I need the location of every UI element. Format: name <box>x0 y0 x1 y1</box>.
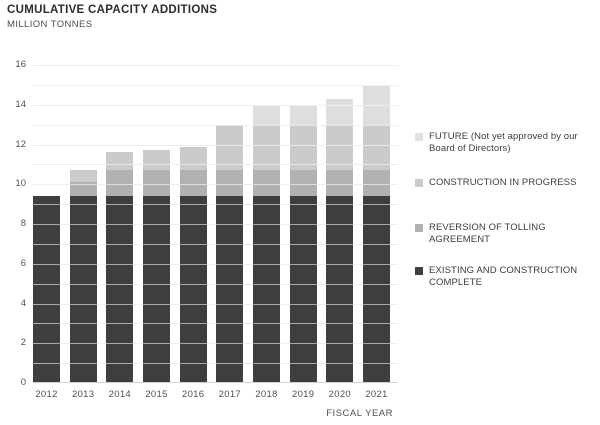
bar-2012 <box>33 65 60 383</box>
y-tick-label: 12 <box>15 138 26 150</box>
legend-swatch-existing-icon <box>415 267 423 275</box>
chart-subtitle: MILLION TONNES <box>7 19 93 30</box>
gridline-overlay <box>33 343 398 345</box>
x-tick-label: 2020 <box>328 389 351 400</box>
bar-segment-reversion <box>69 182 97 197</box>
legend-label-construction: CONSTRUCTION IN PROGRESS <box>429 177 577 188</box>
bar-segment-reversion <box>289 170 317 197</box>
legend-item-future: FUTURE (Not yet approved by our Board of… <box>415 131 593 155</box>
bar-segment-construction <box>253 124 280 171</box>
y-tick-label: 0 <box>20 377 26 388</box>
bar-segment-existing <box>69 196 97 383</box>
legend-swatch-future-icon <box>415 133 423 141</box>
bar-segment-existing <box>326 196 354 383</box>
gridline-overlay <box>33 144 398 146</box>
bar-segment-construction <box>69 170 97 183</box>
x-tick-label: 2014 <box>108 389 131 400</box>
bar-segment-reversion <box>253 170 280 197</box>
gridline-overlay <box>33 303 398 305</box>
bar-segment-existing <box>216 196 244 383</box>
bar-2021 <box>363 65 390 383</box>
bar-2015 <box>143 65 170 383</box>
bar-segment-reversion <box>216 170 244 197</box>
bar-2014 <box>106 65 134 383</box>
plot-area <box>33 65 398 383</box>
legend-label-reversion: REVERSION OF TOLLING AGREEMENT <box>429 222 546 245</box>
y-axis-labels: 0 2 4 6 8 10 12 14 16 <box>0 60 26 388</box>
gridline-overlay <box>33 65 398 66</box>
gridline-overlay <box>33 204 398 206</box>
bar-segment-construction <box>326 124 354 171</box>
chart-title: CUMULATIVE CAPACITY ADDITIONS <box>7 4 218 16</box>
gridline-overlay <box>33 124 398 126</box>
x-tick-label: 2018 <box>255 389 278 400</box>
legend-item-construction: CONSTRUCTION IN PROGRESS <box>415 177 577 189</box>
bar-segment-existing <box>363 196 390 383</box>
x-axis-labels: 2012 2013 2014 2015 2016 2017 2018 2019 2020 2021 <box>33 389 398 403</box>
bar-segment-existing <box>106 196 134 383</box>
legend-label-future: FUTURE (Not yet approved by our Board of… <box>429 131 578 154</box>
bar-segment-construction <box>289 124 317 171</box>
x-tick-label: 2021 <box>365 389 388 400</box>
bar-segment-reversion <box>179 170 207 197</box>
legend-swatch-reversion-icon <box>415 224 423 232</box>
x-axis-title: FISCAL YEAR <box>326 408 393 419</box>
bar-segment-reversion <box>106 170 134 197</box>
bar-2017 <box>216 65 244 383</box>
bar-segment-existing <box>143 196 170 383</box>
y-tick-label: 10 <box>15 178 26 190</box>
gridline-overlay <box>33 184 398 186</box>
y-tick-label: 16 <box>15 59 26 70</box>
gridline-overlay <box>33 283 398 285</box>
bar-2020 <box>326 65 354 383</box>
bar-2013 <box>69 65 97 383</box>
legend-item-existing: EXISTING AND CONSTRUCTION COMPLETE <box>415 265 593 289</box>
bar-segment-future <box>326 98 354 125</box>
x-tick-label: 2019 <box>291 389 315 400</box>
bar-segment-existing <box>179 196 207 383</box>
y-tick-label: 14 <box>15 98 26 110</box>
bar-segment-construction <box>106 152 134 171</box>
bar-segment-construction <box>179 146 207 171</box>
bar-segment-existing <box>253 196 280 383</box>
gridline-overlay <box>33 323 398 325</box>
bar-segment-construction <box>216 124 244 171</box>
x-axis-baseline <box>33 382 398 383</box>
gridline-overlay <box>33 363 398 365</box>
gridline-overlay <box>33 84 398 86</box>
bar-segment-reversion <box>363 170 390 197</box>
gridline-overlay <box>33 164 398 166</box>
gridline-overlay <box>33 224 398 225</box>
bar-segment-construction <box>363 124 390 171</box>
x-tick-label: 2012 <box>35 389 58 400</box>
gridline-overlay <box>33 263 398 265</box>
legend-label-existing: EXISTING AND CONSTRUCTION COMPLETE <box>429 265 578 288</box>
legend-swatch-construction-icon <box>415 179 423 187</box>
y-tick-label: 8 <box>20 218 26 229</box>
legend-item-reversion: REVERSION OF TOLLING AGREEMENT <box>415 222 593 246</box>
bar-segment-reversion <box>326 170 354 197</box>
x-tick-label: 2013 <box>71 389 95 400</box>
bar-segment-future <box>289 104 317 125</box>
gridline-overlay <box>33 104 398 106</box>
x-tick-label: 2017 <box>218 389 241 400</box>
gridline-overlay <box>33 243 398 245</box>
bar-segment-existing <box>289 196 317 383</box>
y-tick-label: 2 <box>20 337 26 349</box>
y-tick-label: 6 <box>20 257 26 269</box>
x-tick-label: 2016 <box>181 389 205 400</box>
bar-segment-reversion <box>143 170 170 197</box>
bar-2019 <box>289 65 317 383</box>
bar-segment-existing <box>33 196 60 383</box>
bar-2016 <box>179 65 207 383</box>
bar-2018 <box>253 65 280 383</box>
bar-segment-future <box>253 104 280 125</box>
y-tick-label: 4 <box>20 297 26 309</box>
x-tick-label: 2015 <box>145 389 168 400</box>
bar-segment-construction <box>143 150 170 171</box>
